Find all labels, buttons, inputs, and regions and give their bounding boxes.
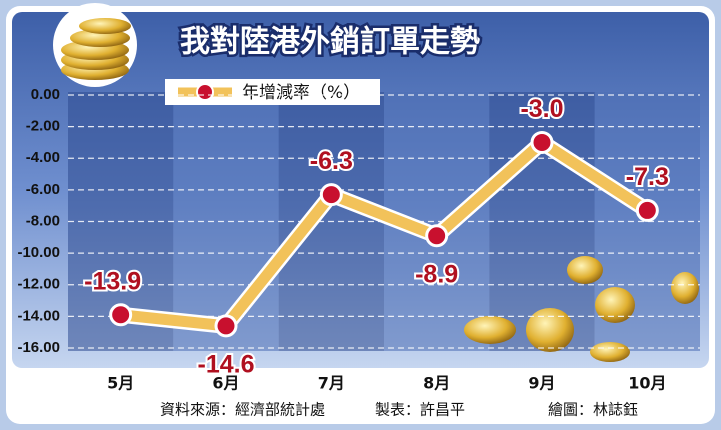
point bbox=[635, 198, 659, 222]
value-label: -3.0 bbox=[520, 95, 563, 123]
chart-title: 我對陸港外銷訂單走勢 bbox=[180, 25, 480, 60]
y-tick-label: -12.00 bbox=[17, 276, 60, 293]
point bbox=[214, 314, 238, 338]
source: 資料來源：經濟部統計處 bbox=[160, 401, 325, 419]
x-tick-label: 6月 bbox=[212, 374, 239, 393]
value-label: -6.3 bbox=[310, 147, 353, 175]
value-label: -7.3 bbox=[626, 163, 669, 191]
coin-pile bbox=[464, 256, 699, 362]
legend-marker bbox=[196, 83, 214, 101]
coin-stack bbox=[53, 3, 137, 87]
value-label: -8.9 bbox=[415, 260, 458, 288]
y-tick-label: -4.00 bbox=[26, 149, 60, 166]
point bbox=[109, 303, 133, 327]
point bbox=[319, 183, 343, 207]
point bbox=[425, 224, 449, 248]
y-tick-label: -2.00 bbox=[26, 118, 60, 135]
x-tick-label: 7月 bbox=[318, 374, 345, 393]
y-tick-label: -16.00 bbox=[17, 339, 60, 356]
credit: 繪圖：林誌鈺 bbox=[548, 401, 638, 419]
x-tick-label: 5月 bbox=[107, 374, 134, 393]
x-tick-label: 10月 bbox=[628, 374, 666, 393]
x-tick-label: 8月 bbox=[423, 374, 450, 393]
legend-label: 年增減率（%） bbox=[242, 83, 360, 103]
value-label: -13.9 bbox=[84, 267, 141, 295]
y-tick-label: -14.00 bbox=[17, 307, 60, 324]
value-label: -14.6 bbox=[198, 350, 255, 378]
y-tick-label: -10.00 bbox=[17, 244, 60, 261]
credit: 製表：許昌平 bbox=[375, 401, 465, 419]
y-tick-label: 0.00 bbox=[31, 86, 60, 103]
line bbox=[120, 136, 651, 332]
x-tick-label: 9月 bbox=[528, 374, 555, 393]
point bbox=[530, 130, 554, 154]
y-tick-label: -8.00 bbox=[26, 212, 60, 229]
y-tick-label: -6.00 bbox=[26, 181, 60, 198]
